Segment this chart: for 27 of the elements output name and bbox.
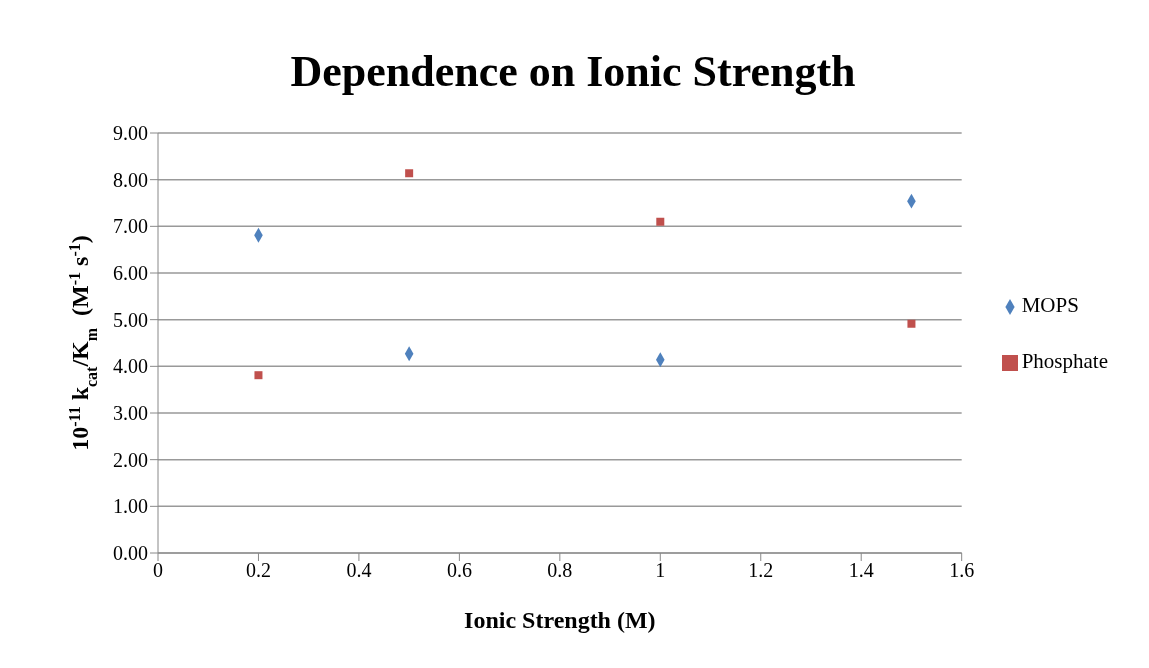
x-tick-label: 0.6 [446,559,472,582]
point [907,319,916,328]
x-tick-label: 1.6 [949,559,975,582]
chart-title: Dependence on Ionic Strength [289,46,857,97]
x-tick-label: 0.8 [547,559,573,582]
x-tick-label: 0.4 [346,559,372,582]
x-axis-title: Ionic Strength (M) [464,607,656,633]
x-tick-label: 0 [153,559,163,582]
y-tick-label: 7.00 [113,215,148,238]
x-tick-label: 1.4 [848,559,874,582]
y-tick-label: 0.00 [113,542,148,565]
x-tick-label: 0.2 [245,559,271,582]
y-tick-label: 6.00 [113,262,148,285]
y-tick-label: 8.00 [113,168,148,191]
point [656,217,665,226]
point [405,169,414,178]
x-tick-label: 1.2 [748,559,774,582]
y-tick-label: 4.00 [113,355,148,378]
y-tick-label: 2.00 [113,448,148,471]
x-tick-label: 1 [655,559,666,582]
y-tick-label: 5.00 [113,308,148,331]
legend-label: MOPS [1021,293,1079,317]
y-tick-label: 1.00 [113,495,148,518]
y-tick-label: 9.00 [113,122,148,145]
point [254,371,263,380]
legend-label: Phosphate [1021,349,1108,373]
y-tick-label: 3.00 [113,402,148,425]
